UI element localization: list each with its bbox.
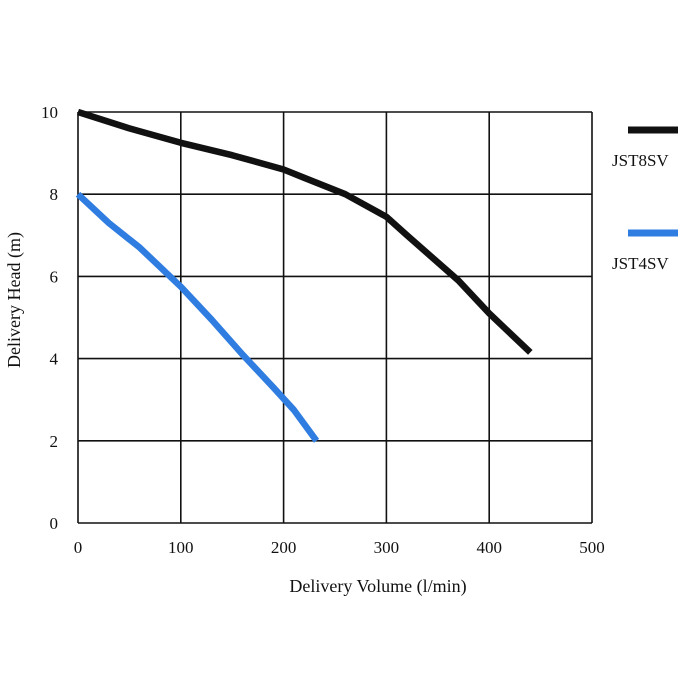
y-tick-label: 6: [50, 267, 59, 286]
y-tick-label: 4: [50, 350, 59, 369]
y-tick-label: 2: [50, 432, 59, 451]
x-tick-label: 200: [271, 538, 297, 557]
grid: [77, 111, 593, 524]
x-tick-label: 400: [476, 538, 502, 557]
y-axis-label: Delivery Head (m): [4, 232, 25, 368]
series-layer: [75, 108, 533, 443]
legend-label-jst8sv: JST8SV: [612, 151, 669, 170]
series-line-jst4sv: [75, 191, 320, 443]
legend-label-jst4sv: JST4SV: [612, 254, 669, 273]
y-tick-label: 10: [41, 103, 58, 122]
y-tick-label: 8: [50, 185, 59, 204]
x-tick-label: 0: [74, 538, 83, 557]
x-axis-label: Delivery Volume (l/min): [289, 576, 466, 597]
y-tick-labels: 0 2 4 6 8 10: [41, 103, 59, 533]
x-tick-label: 100: [168, 538, 194, 557]
legend: JST8SV JST4SV: [612, 126, 678, 273]
x-tick-label: 300: [374, 538, 400, 557]
series-line-jst8sv: [77, 108, 533, 355]
x-tick-labels: 0 100 200 300 400 500: [74, 538, 605, 557]
x-tick-label: 500: [579, 538, 605, 557]
y-tick-label: 0: [50, 514, 59, 533]
